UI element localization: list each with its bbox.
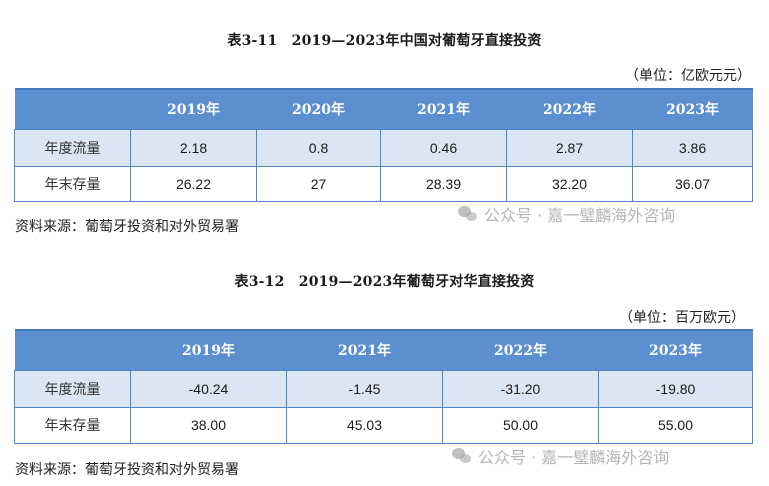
header-cell: 2019年 — [130, 330, 287, 370]
table-cell: 38.00 — [130, 406, 287, 444]
header-cell: 2022年 — [506, 89, 633, 129]
header-cell: 2021年 — [380, 89, 507, 129]
watermark: 公众号 · 嘉一璧麟海外咨询 — [458, 202, 675, 226]
table-cell: 2.87 — [506, 128, 633, 167]
table-header-row: 2019年 2021年 2022年 2023年 — [14, 330, 753, 370]
fdi-table-portugal-to-china: 2019年 2021年 2022年 2023年 年度流量 -40.24 -1.4… — [14, 329, 753, 444]
table-cell: 3.86 — [632, 128, 753, 167]
header-cell: 2019年 — [130, 89, 257, 129]
row-label: 年度流量 — [14, 128, 131, 167]
table-cell: 55.00 — [598, 406, 753, 444]
table-cell: 0.46 — [380, 128, 507, 167]
table-cell: -31.20 — [442, 369, 599, 408]
header-cell — [14, 89, 131, 129]
wechat-icon — [458, 206, 478, 222]
table-cell: -19.80 — [598, 369, 753, 408]
header-cell — [14, 330, 131, 370]
table-title: 表3-11 2019—2023年中国对葡萄牙直接投资 — [227, 33, 542, 49]
table-cell: 36.07 — [632, 165, 753, 202]
watermark-text: 公众号 · 嘉一璧麟海外咨询 — [478, 448, 670, 467]
watermark: 公众号 · 嘉一璧麟海外咨询 — [452, 444, 669, 468]
header-cell: 2021年 — [286, 330, 443, 370]
table-row: 年末存量 26.22 27 28.39 32.20 36.07 — [14, 165, 753, 202]
row-label: 年末存量 — [14, 165, 131, 202]
table-cell: 28.39 — [380, 165, 507, 202]
header-cell: 2022年 — [442, 330, 599, 370]
row-label: 年度流量 — [14, 369, 131, 408]
table-cell: 32.20 — [506, 165, 633, 202]
header-cell: 2023年 — [598, 330, 753, 370]
table-header-row: 2019年 2020年 2021年 2022年 2023年 — [14, 89, 753, 129]
table-cell: 27 — [256, 165, 381, 202]
source-note: 资料来源：葡萄牙投资和对外贸易署 — [15, 462, 239, 478]
table-cell: 50.00 — [442, 406, 599, 444]
source-note: 资料来源：葡萄牙投资和对外贸易署 — [15, 219, 239, 235]
unit-label: （单位：百万欧元） — [619, 310, 745, 326]
unit-label: （单位：亿欧元元） — [625, 68, 751, 84]
header-cell: 2020年 — [256, 89, 381, 129]
table-cell: 26.22 — [130, 165, 257, 202]
table-row: 年度流量 -40.24 -1.45 -31.20 -19.80 — [14, 369, 753, 408]
table-title: 表3-12 2019—2023年葡萄牙对华直接投资 — [234, 274, 535, 290]
table-row: 年末存量 38.00 45.03 50.00 55.00 — [14, 406, 753, 444]
table-cell: -40.24 — [130, 369, 287, 408]
table-row: 年度流量 2.18 0.8 0.46 2.87 3.86 — [14, 128, 753, 167]
row-label: 年末存量 — [14, 406, 131, 444]
watermark-text: 公众号 · 嘉一璧麟海外咨询 — [484, 206, 676, 225]
table-cell: -1.45 — [286, 369, 443, 408]
table-cell: 45.03 — [286, 406, 443, 444]
wechat-icon — [452, 448, 472, 464]
table-cell: 0.8 — [256, 128, 381, 167]
header-cell: 2023年 — [632, 89, 753, 129]
fdi-table-china-to-portugal: 2019年 2020年 2021年 2022年 2023年 年度流量 2.18 … — [14, 88, 753, 202]
table-cell: 2.18 — [130, 128, 257, 167]
